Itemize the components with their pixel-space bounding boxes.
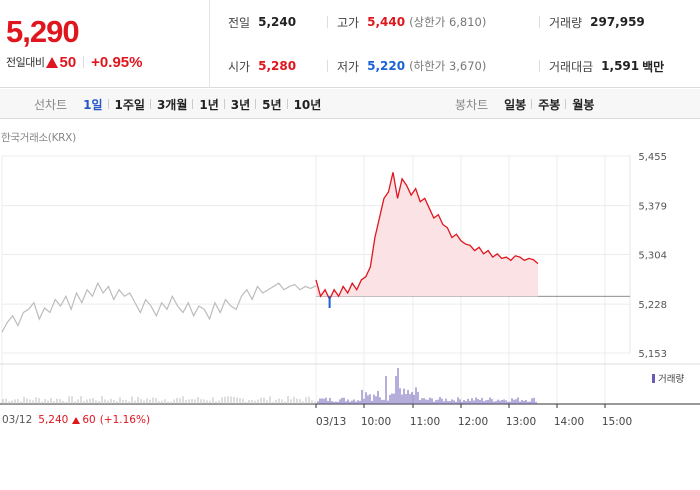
stat-turnover: 거래대금 1,591 백만 [549,56,664,76]
divider [539,60,540,72]
stat-value: 1,591 [601,59,640,73]
period-5y[interactable]: 5년 [255,96,287,113]
y-tick-label: 5,228 [638,300,667,311]
change-amount-value: 50 [59,53,77,71]
x-tick-label: 14:00 [554,416,584,428]
period-1y[interactable]: 1년 [192,96,224,113]
change-label: 전일대비 [6,56,45,69]
footer-price: 5,240 [38,414,69,426]
lower-limit: (하한가 3,670) [409,59,487,73]
stat-low: 저가 5,220 (하한가 3,670) [337,56,486,76]
current-price: 5,290 [6,14,80,49]
divider [539,16,540,28]
stat-value: 297,959 [590,15,645,29]
change-row: 전일대비 50 +0.95% [6,52,142,72]
x-tick-label: 15:00 [602,416,632,428]
y-tick-label: 5,153 [638,349,667,360]
stat-label: 거래대금 [549,59,594,74]
divider [327,16,328,28]
series-line-prev-day [1,281,317,333]
price-chart-svg: 5,455 5,379 5,304 5,228 5,153 거래량 03/13 10:00 11… [0,152,700,428]
period-1d[interactable]: 1일 [83,97,103,112]
current-price-box: 5,290 전일대비 50 +0.95% [0,0,210,88]
series-area-today [316,172,538,297]
x-tick-label: 10:00 [361,416,391,428]
candle-chart-title: 봉차트 [455,97,489,112]
y-tick-label: 5,304 [638,251,667,262]
period-3y[interactable]: 3년 [223,96,256,113]
change-amount: 50 [46,54,76,71]
period-1w[interactable]: 1주일 [107,96,151,113]
y-tick-label: 5,379 [638,202,667,213]
stat-unit: 백만 [642,59,665,74]
stat-label: 저가 [337,59,360,74]
period-10y[interactable]: 10년 [286,96,328,113]
change-percent: +0.95% [91,53,143,71]
stat-value: 5,220 [367,59,406,73]
period-3m[interactable]: 3개월 [149,96,193,113]
x-tick-label: 11:00 [410,416,440,428]
quote-summary: 5,290 전일대비 50 +0.95% 전일 5,240 고가 5,440 (… [0,0,700,88]
chart-footer: 03/12 5,240 60 (+1.16%) [2,414,150,426]
stat-open: 시가 5,280 [228,56,296,76]
volume-legend-swatch [652,374,655,383]
footer-change: 60 [82,414,96,426]
stat-label: 전일 [228,15,251,30]
chart-toolbar: 선차트 1일 1주일 3개월 1년 3년 5년 10년 봉차트 일봉 주봉 월봉 [0,89,700,119]
stat-value: 5,440 [367,15,406,29]
x-tick-label: 13:00 [506,416,536,428]
y-tick-label: 5,455 [638,152,667,163]
candle-weekly[interactable]: 주봉 [531,96,566,113]
upper-limit: (상한가 6,810) [409,15,487,29]
footer-date: 03/12 [2,414,33,426]
candle-monthly[interactable]: 월봉 [565,96,600,113]
line-chart-title: 선차트 [34,97,68,112]
stat-high: 고가 5,440 (상한가 6,810) [337,12,486,32]
up-triangle-icon [46,56,59,68]
candle-chart-periods: 봉차트 일봉 주봉 월봉 [455,89,600,119]
price-chart: 5,455 5,379 5,304 5,228 5,153 거래량 03/13 10:00 11… [0,120,700,490]
line-chart-periods: 선차트 1일 1주일 3개월 1년 3년 5년 10년 [34,89,327,119]
x-tick-label: 03/13 [316,416,346,428]
up-triangle-icon [72,416,81,424]
footer-percent: (+1.16%) [99,414,151,426]
stat-label: 고가 [337,15,360,30]
x-tick-label: 12:00 [458,416,488,428]
series-line-today [315,172,539,302]
stat-prev-close: 전일 5,240 [228,12,296,32]
stat-value: 5,240 [258,15,297,29]
data-source: 한국거래소(KRX) [1,132,76,144]
volume-legend: 거래량 [658,373,684,385]
divider [327,60,328,72]
stat-label: 거래량 [549,15,583,30]
stat-label: 시가 [228,59,251,74]
candle-daily[interactable]: 일봉 [504,97,527,112]
divider [83,56,85,68]
stat-volume: 거래량 297,959 [549,12,645,32]
stat-value: 5,280 [258,59,297,73]
